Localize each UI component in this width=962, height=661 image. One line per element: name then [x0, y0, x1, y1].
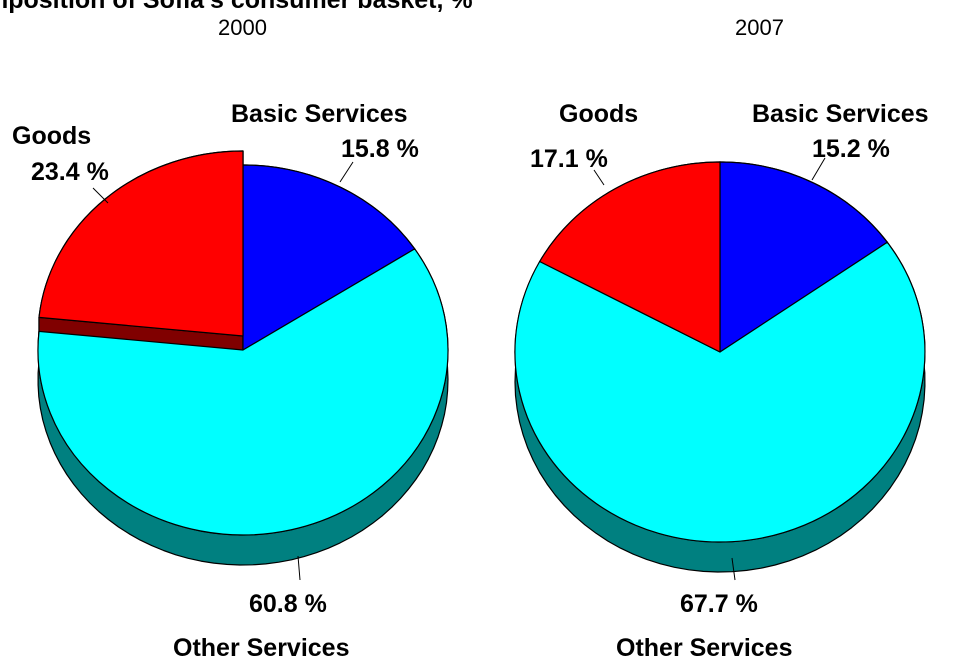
slice-value-basic-2000: 15.8 %	[341, 135, 419, 163]
slice-label-goods-2000: Goods	[12, 122, 91, 150]
leader-other-2007	[731, 557, 736, 581]
pie-slice-other-2000	[37, 248, 449, 536]
leader-basic-2007	[811, 157, 826, 181]
leader-basic-2000	[339, 161, 354, 183]
slice-value-other-2000: 60.8 %	[249, 590, 327, 618]
slice-label-basic-2000: Basic Services	[231, 100, 408, 128]
slice-label-basic-2007: Basic Services	[752, 100, 929, 128]
leader-goods-2000	[92, 187, 109, 204]
pie-chart-2007: 2007 Basic Services 15.2 % Goods 17.1 % …	[514, 15, 929, 661]
slice-value-goods-2000: 23.4 %	[31, 158, 109, 186]
leader-other-2000	[297, 555, 301, 581]
slice-label-other-2000: Other Services	[173, 634, 350, 661]
slice-label-goods-2007: Goods	[559, 100, 638, 128]
slice-value-basic-2007: 15.2 %	[812, 135, 890, 163]
pie-slice-goods-2000	[38, 150, 244, 337]
pie-title-2000: 2000	[218, 15, 267, 40]
pie-slice-basic-2000	[242, 164, 416, 351]
page-top-text: mposition of Sofia's consumer basket, %	[0, 0, 473, 14]
slice-value-other-2007: 67.7 %	[680, 590, 758, 618]
pie-title-2007: 2007	[735, 15, 784, 40]
slice-label-other-2007: Other Services	[616, 634, 793, 661]
pie-chart-2000: 2000 Basic Services 15.8 % Goods 23.4 % …	[12, 15, 449, 661]
pie-slice-goods-2007	[539, 161, 721, 353]
pie-slice-other-2007	[514, 241, 926, 543]
slice-value-goods-2007: 17.1 %	[530, 145, 608, 173]
leader-goods-2007	[593, 169, 605, 186]
pie-slice-basic-2007	[719, 161, 888, 353]
